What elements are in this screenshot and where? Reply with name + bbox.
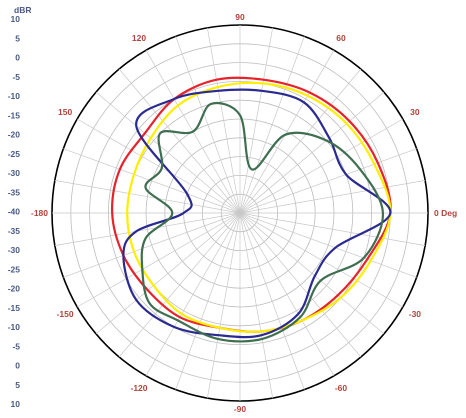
grid-spoke: [239, 212, 335, 376]
radial-tick-label: -40: [8, 207, 21, 217]
angle-tick-label: -150: [57, 309, 74, 319]
radial-tick-label: 5: [15, 33, 20, 43]
radial-tick-label: 10: [11, 399, 21, 409]
grid-spoke: [239, 212, 305, 390]
grid-spoke: [239, 91, 385, 214]
radial-tick-labels: 10 5 0 -5 -10 -15 -20 -25 -30 -35 -40 -35 -30 -25 -20 -…: [8, 14, 21, 409]
series-line-2: [126, 81, 392, 333]
radial-tick-label: -15: [8, 303, 21, 313]
polar-grid: [51, 24, 429, 402]
grid-spoke: [63, 148, 241, 214]
grid-spoke: [207, 27, 241, 214]
angle-tick-label: 120: [132, 33, 146, 43]
radial-tick-label: -25: [8, 264, 21, 274]
grid-spoke: [239, 118, 403, 214]
grid-spoke: [239, 212, 362, 358]
grid-spoke: [207, 212, 241, 399]
grid-spoke: [77, 118, 241, 214]
angle-tick-label: 0 Deg: [434, 208, 457, 218]
radial-tick-label: -5: [12, 341, 20, 351]
grid-spoke: [54, 180, 241, 214]
angle-tick-label: -180: [31, 208, 48, 218]
grid-spoke: [239, 212, 426, 246]
angle-tick-label: 30: [410, 107, 420, 117]
grid-spoke: [239, 212, 417, 278]
radial-tick-label: -5: [12, 72, 20, 82]
grid-spoke: [145, 212, 241, 376]
radial-tick-label: 5: [15, 380, 20, 390]
grid-spoke: [95, 212, 241, 335]
angle-tick-label: 90: [235, 12, 245, 22]
grid-spoke: [239, 148, 417, 214]
grid-spoke: [175, 36, 241, 214]
angle-tick-label: 60: [336, 33, 346, 43]
radial-tick-label: -15: [8, 110, 21, 120]
radial-tick-label: -25: [8, 149, 21, 159]
grid-spoke: [239, 27, 273, 214]
angle-tick-label: -90: [234, 404, 247, 414]
radial-tick-label: -35: [8, 187, 21, 197]
grid-spoke: [118, 68, 241, 214]
radial-tick-label: -35: [8, 226, 21, 236]
grid-spoke: [239, 212, 385, 335]
angle-tick-label: 150: [58, 107, 72, 117]
grid-spoke: [239, 212, 403, 308]
grid-spoke: [118, 212, 241, 358]
pattern-curves: [111, 76, 392, 343]
grid-spoke: [63, 212, 241, 278]
radial-tick-label: -20: [8, 130, 21, 140]
series-line-4: [140, 101, 385, 343]
radial-tick-label: -30: [8, 168, 21, 178]
radial-tick-label: 0: [15, 361, 20, 371]
grid-spoke: [239, 212, 273, 399]
series-line-1: [111, 76, 392, 333]
radial-unit-label: dBR: [14, 5, 31, 15]
angle-tick-label: -60: [335, 383, 348, 393]
radial-tick-label: -10: [8, 322, 21, 332]
angle-tick-labels: 0 Deg 30 60 90 120 150 -180 -150 -120 -90 -60 -30: [31, 12, 457, 414]
angle-tick-label: -30: [409, 309, 422, 319]
radial-tick-label: 10: [11, 14, 21, 24]
radial-tick-label: -30: [8, 245, 21, 255]
radial-tick-label: -20: [8, 284, 21, 294]
grid-spoke: [95, 91, 241, 214]
radial-tick-label: 0: [15, 53, 20, 63]
grid-spoke: [239, 180, 426, 214]
angle-tick-label: -120: [130, 383, 147, 393]
grid-spoke: [175, 212, 241, 390]
grid-spoke: [239, 50, 335, 214]
radial-tick-label: -10: [8, 91, 21, 101]
grid-spoke: [54, 212, 241, 246]
grid-spoke: [77, 212, 241, 308]
grid-spoke: [239, 68, 362, 214]
grid-spoke: [239, 36, 305, 214]
